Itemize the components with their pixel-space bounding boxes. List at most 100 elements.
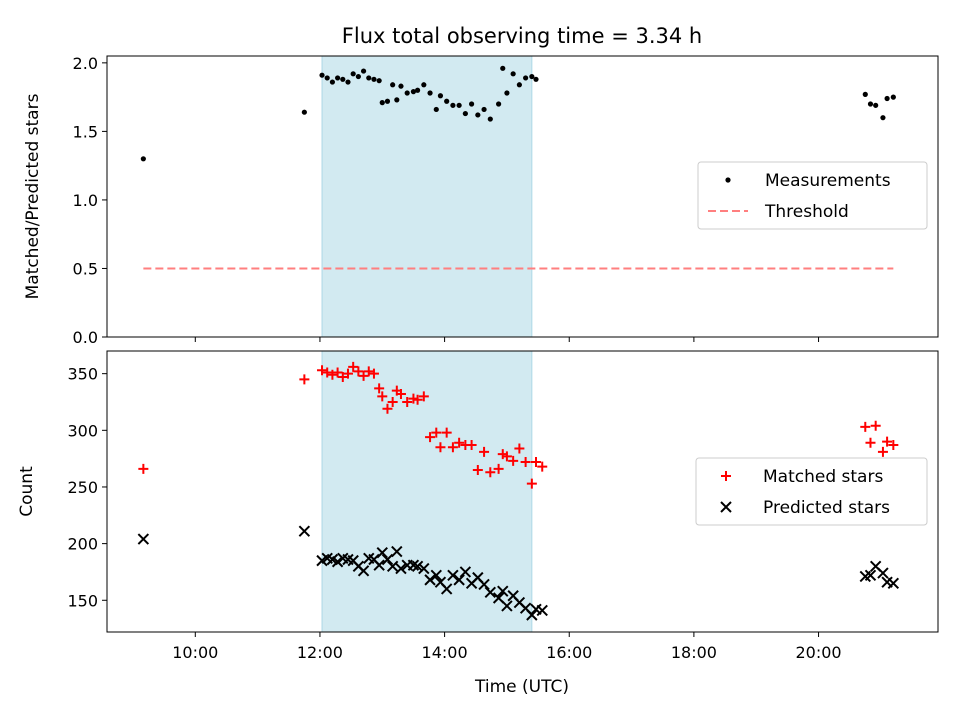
data-point <box>520 457 531 468</box>
data-point <box>418 562 430 575</box>
data-point <box>504 90 510 96</box>
count-panel: 150 200 250 300 350 10:00 12:00 14:00 16:00 18:00… <box>17 350 939 662</box>
x-tick-label: 18:00 <box>671 643 717 662</box>
data-point <box>493 463 504 474</box>
data-point <box>479 446 490 457</box>
legend: Measurements Threshold <box>697 161 928 230</box>
data-point <box>137 533 150 545</box>
legend-label: Predicted stars <box>763 498 890 518</box>
data-point <box>348 361 359 372</box>
data-point <box>880 115 886 121</box>
data-point <box>867 101 874 107</box>
data-point <box>140 156 146 162</box>
data-point <box>411 560 424 572</box>
data-point <box>395 562 407 575</box>
data-point <box>317 365 328 376</box>
data-point <box>870 420 881 431</box>
data-point <box>441 427 452 438</box>
data-point <box>862 91 868 97</box>
data-point <box>360 68 367 74</box>
y-tick-label: 300 <box>67 421 98 440</box>
y-tick-label: 1.5 <box>73 122 98 141</box>
data-point <box>496 101 502 107</box>
data-point <box>510 71 516 77</box>
series-0 <box>138 361 899 489</box>
data-point <box>301 109 307 115</box>
data-point <box>865 437 876 448</box>
y-tick-label: 150 <box>67 591 98 610</box>
data-point <box>447 569 459 582</box>
data-point <box>469 101 475 107</box>
data-point <box>497 585 509 597</box>
data-point <box>466 440 477 451</box>
data-point <box>394 97 400 103</box>
data-point <box>427 90 433 96</box>
y-tick-label: 0.0 <box>73 328 98 347</box>
data-point <box>353 366 364 377</box>
data-point <box>342 368 353 379</box>
data-point <box>444 98 450 104</box>
data-point <box>410 89 417 95</box>
data-point <box>459 566 472 578</box>
data-point <box>884 95 890 102</box>
data-point <box>531 457 542 468</box>
data-point <box>526 478 537 489</box>
data-point <box>523 75 529 81</box>
x-tick-label: 20:00 <box>795 643 841 662</box>
data-point <box>430 569 442 582</box>
chart-title: Flux total observing time = 3.34 h <box>342 24 702 48</box>
y-tick-label: 2.0 <box>73 54 98 73</box>
data-point <box>887 577 900 589</box>
data-point <box>377 391 388 402</box>
data-point <box>335 75 341 81</box>
legend-swatch <box>720 501 732 513</box>
data-point <box>475 112 481 118</box>
ratio-panel: 0.0 0.5 1.0 1.5 2.0 Matched/Predicted stars Me… <box>23 54 939 347</box>
data-point <box>500 65 506 71</box>
data-point <box>373 559 385 571</box>
x-tick-label: 10:00 <box>172 643 218 662</box>
data-point <box>327 369 338 380</box>
data-point <box>882 436 893 447</box>
legend: Matched stars Predicted stars <box>695 457 928 526</box>
data-point <box>533 76 539 82</box>
observing-span <box>322 56 532 337</box>
data-point <box>329 79 336 85</box>
y-axis-label: Count <box>17 466 37 517</box>
legend-box <box>695 457 928 526</box>
data-point <box>395 389 406 400</box>
data-point <box>450 102 456 108</box>
data-point <box>877 446 888 457</box>
data-point <box>873 102 879 108</box>
data-point <box>425 432 436 443</box>
data-point <box>299 374 310 385</box>
data-point <box>384 98 391 104</box>
data-point <box>379 100 385 106</box>
data-point <box>337 372 348 383</box>
data-point <box>138 463 149 474</box>
data-point <box>298 525 311 537</box>
y-tick-label: 1.0 <box>73 191 98 210</box>
plot-frame <box>106 55 939 338</box>
data-point <box>319 72 325 78</box>
data-point <box>508 455 519 466</box>
data-point <box>537 461 548 472</box>
x-tick-label: 12:00 <box>297 643 343 662</box>
data-point <box>324 75 330 81</box>
data-point <box>374 383 385 394</box>
data-point <box>890 94 896 100</box>
data-point <box>322 367 333 378</box>
y-axis-label: Matched/Predicted stars <box>23 93 43 299</box>
x-axis-label: Time (UTC) <box>474 677 569 697</box>
data-point <box>382 403 393 414</box>
data-point <box>526 609 538 621</box>
data-point <box>514 443 525 454</box>
data-point <box>421 82 427 88</box>
data-point <box>414 87 421 93</box>
data-point <box>478 578 490 591</box>
legend-box <box>697 161 928 230</box>
data-point <box>357 565 370 577</box>
data-point <box>366 75 372 81</box>
data-point <box>487 116 493 122</box>
